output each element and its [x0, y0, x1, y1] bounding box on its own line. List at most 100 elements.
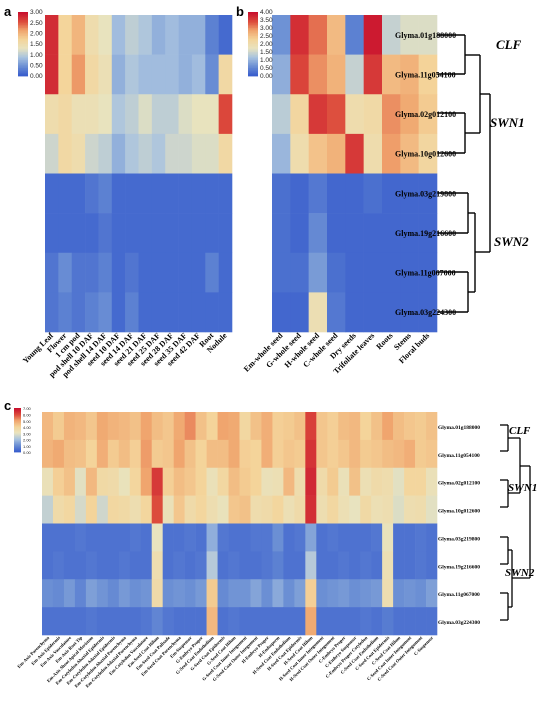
legend-swatch: [14, 409, 21, 411]
legend-swatch: [18, 23, 28, 26]
column-label: Roots: [374, 331, 394, 351]
legend-tick-label: 6.00: [23, 412, 32, 417]
heatmap-c-cell: [327, 551, 339, 580]
heatmap-b-cell: [290, 133, 309, 174]
legend-swatch: [248, 50, 258, 53]
heatmap-c-cell: [63, 551, 76, 580]
gene-label: Glyma.19g216600: [438, 564, 480, 570]
legend-swatch: [248, 42, 258, 45]
heatmap-b-cell: [363, 252, 383, 293]
heatmap-c-cell: [151, 523, 163, 552]
heatmap-a-cell: [138, 213, 153, 254]
heatmap-a-cell: [191, 213, 206, 254]
heatmap-a-cell: [111, 292, 126, 333]
legend-swatch: [248, 69, 258, 72]
heatmap-c-cell: [338, 412, 350, 441]
legend-swatch: [14, 420, 21, 422]
legend-swatch: [14, 441, 21, 443]
heatmap-c-cell: [151, 551, 163, 580]
heatmap-b-cell: [382, 15, 401, 55]
heatmap-c-cell: [184, 495, 196, 524]
heatmap-c-cell: [85, 412, 98, 441]
heatmap-a-cell: [111, 94, 126, 135]
heatmap-c-cell: [85, 607, 98, 636]
legend-swatch: [248, 71, 258, 74]
heatmap-c-cell: [173, 607, 185, 636]
heatmap-c-cell: [140, 467, 153, 496]
heatmap-c-cell: [272, 495, 284, 524]
heatmap-c-cell: [316, 467, 328, 496]
clade-label-c-swn1: SWN1: [508, 482, 537, 494]
legend-swatch: [18, 40, 28, 43]
legend-swatch: [18, 58, 28, 61]
heatmap-a-cell: [151, 133, 166, 174]
heatmap-c-cell: [206, 495, 218, 524]
legend-tick-label: 3.00: [23, 431, 32, 436]
heatmap-c-cell: [184, 579, 196, 608]
heatmap-a-cell: [178, 213, 193, 254]
legend-swatch: [248, 21, 258, 24]
heatmap-b-cell: [382, 94, 401, 135]
heatmap-c-cell: [327, 579, 339, 608]
heatmap-c-cell: [74, 412, 87, 441]
legend-swatch: [14, 419, 21, 421]
legend-swatch: [248, 63, 258, 66]
legend-swatch: [18, 68, 28, 70]
legend-swatch: [14, 428, 21, 431]
legend-tick-label: 1.50: [260, 49, 273, 56]
heatmap-c-cell: [360, 412, 372, 441]
heatmap-b: Glyma.01g188000 Glyma.11g054100 Glyma.02g0…: [242, 15, 456, 376]
heatmap-c-cell: [239, 467, 251, 496]
legend-swatch: [14, 422, 21, 424]
heatmap-c-cell: [217, 467, 229, 496]
legend-swatch: [14, 414, 21, 417]
legend-swatch: [248, 68, 258, 70]
heatmap-c-cell: [217, 495, 229, 524]
heatmap-c-cell: [316, 495, 328, 524]
legend-swatch: [14, 423, 21, 425]
heatmap-c-cell: [338, 467, 350, 496]
heatmap-a-cell: [151, 292, 166, 333]
legend-swatch: [248, 26, 258, 29]
heatmap-c-cell: [261, 412, 273, 441]
heatmap-b-cell: [327, 292, 346, 333]
heatmap-c-cell: [338, 495, 350, 524]
heatmap-b-cell: [272, 173, 291, 214]
heatmap-c-cell: [371, 607, 383, 636]
heatmap-c-cell: [371, 551, 383, 580]
legend-tick-label: 5.00: [23, 419, 32, 424]
heatmap-c-cell: [140, 607, 153, 636]
legend-swatch: [18, 13, 28, 16]
legend-tick-label: 7.00: [23, 406, 32, 411]
heatmap-a-cell: [138, 15, 153, 55]
heatmap-c-cell: [140, 412, 153, 441]
heatmap-a-cell: [151, 15, 166, 55]
heatmap-b-cell: [382, 213, 401, 254]
heatmap-c-cell: [140, 579, 153, 608]
heatmap-b-cell: [418, 252, 438, 293]
legend-swatch: [14, 449, 21, 452]
legend-swatch: [14, 444, 21, 446]
heatmap-b-cell: [272, 213, 291, 254]
heatmap-a-cell: [191, 292, 206, 333]
heatmap-a-cell: [218, 133, 233, 174]
heatmap-b-cell: [308, 15, 328, 55]
heatmap-b-cell: [418, 15, 438, 55]
heatmap-b-cell: [345, 15, 364, 55]
heatmap-c-cell: [173, 467, 185, 496]
heatmap-b-cell: [327, 252, 346, 293]
heatmap-b-cell: [382, 173, 401, 214]
heatmap-a-cell: [125, 173, 139, 214]
heatmap-a-cell: [165, 292, 179, 333]
legend-swatch: [248, 74, 258, 77]
heatmap-c-cell: [96, 412, 109, 441]
legend-swatch: [248, 55, 258, 58]
heatmap-a-cell: [205, 252, 219, 293]
heatmap-c-cell: [228, 551, 240, 580]
heatmap-c-cell: [305, 495, 317, 524]
legend-swatch: [14, 416, 21, 419]
heatmap-c-cell: [162, 412, 174, 441]
gene-label: Glyma.11g067000: [395, 269, 456, 278]
legend-tick-label: 0.00: [30, 73, 43, 80]
heatmap-b-cell: [345, 252, 364, 293]
